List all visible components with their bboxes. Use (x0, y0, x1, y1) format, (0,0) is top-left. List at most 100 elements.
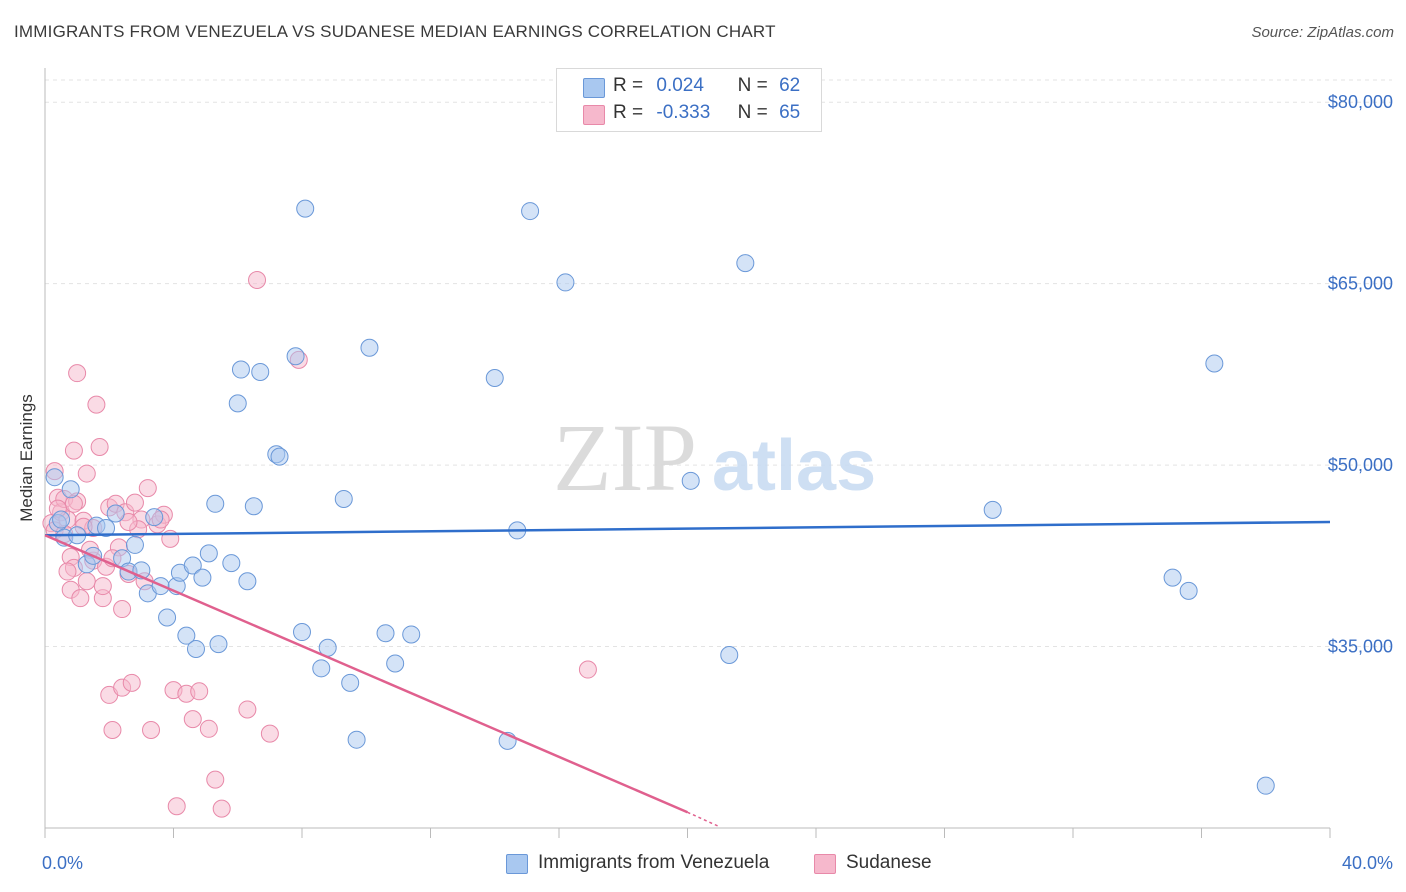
chart-title: IMMIGRANTS FROM VENEZUELA VS SUDANESE ME… (14, 22, 776, 41)
sudanese-point (212, 799, 231, 818)
bottom-legend-label: Immigrants from Venezuela (538, 852, 770, 873)
venezuela-point (45, 468, 64, 487)
venezuela-point (231, 360, 250, 379)
venezuela-point (199, 544, 218, 563)
sudanese-point (64, 441, 83, 460)
venezuela-point (106, 504, 125, 523)
sudanese-point (103, 721, 122, 740)
sudanese-point (578, 660, 597, 679)
venezuela-point (145, 508, 164, 527)
watermark-zip: ZIP (553, 404, 697, 511)
venezuela-point (1163, 568, 1182, 587)
venezuela-point (286, 347, 305, 366)
sudanese-point (199, 719, 218, 738)
legend-r-label: R = (613, 102, 644, 123)
y-axis-title: Median Earnings (17, 394, 36, 522)
venezuela-point (376, 624, 395, 643)
legend-n-label: N = (737, 102, 768, 123)
legend-n-value: 62 (779, 75, 801, 96)
sudanese-point (93, 577, 112, 596)
sudanese-point (190, 682, 209, 701)
sudanese-point (119, 512, 138, 531)
bottom-swatch-venezuela (506, 854, 528, 874)
bottom-swatch-sudanese (814, 854, 836, 874)
trend-lines (44, 520, 1331, 828)
venezuela-point (485, 369, 504, 387)
x-tick-labels: 0.0% 40.0% (42, 853, 1393, 873)
source-label: Source: ZipAtlas.com (1251, 24, 1394, 41)
venezuela-point (206, 494, 225, 513)
venezuela-point (312, 659, 331, 678)
venezuela-point (293, 623, 311, 642)
venezuela-point (228, 394, 247, 413)
venezuela-point (1205, 354, 1224, 373)
venezuela-point (983, 500, 1002, 519)
y-tick-labels: $35,000 $50,000 $65,000 $80,000 (1328, 92, 1393, 656)
venezuela-point (125, 535, 144, 554)
venezuela-point (720, 646, 739, 665)
x-tick-label: 0.0% (42, 853, 83, 873)
sudanese-point (87, 395, 106, 414)
venezuela-point (52, 510, 71, 529)
y-tick-label: $50,000 (1328, 455, 1393, 475)
venezuela-point (556, 273, 575, 292)
legend-r-value: -0.333 (656, 102, 711, 123)
series-venezuela-points (45, 199, 1275, 795)
venezuela-trend-line (44, 520, 1331, 537)
venezuela-point (238, 572, 257, 591)
y-tick-label: $80,000 (1328, 92, 1393, 112)
venezuela-point (177, 626, 196, 645)
sudanese-point (122, 673, 141, 692)
venezuela-point (183, 556, 202, 575)
venezuela-point (386, 654, 405, 673)
sudanese-point (142, 721, 161, 740)
venezuela-point (158, 608, 177, 627)
venezuela-point (681, 471, 700, 490)
legend-r-value: 0.024 (656, 75, 704, 96)
venezuela-point (186, 639, 205, 658)
sudanese-point (260, 724, 279, 743)
sudanese-point (58, 562, 77, 581)
watermark-atlas: atlas (712, 426, 876, 506)
venezuela-point (1256, 776, 1275, 795)
sudanese-point (206, 770, 225, 789)
sudanese-point (138, 479, 157, 498)
sudanese-point (238, 700, 257, 719)
legend-n-label: N = (737, 75, 768, 96)
legend-r-label: R = (613, 75, 644, 96)
legend-swatch-venezuela (583, 78, 605, 98)
sudanese-point (248, 271, 267, 290)
venezuela-point (244, 497, 263, 516)
venezuela-point (341, 673, 360, 692)
legend-row-sudanese: R = -0.333 N = 65 (583, 102, 800, 125)
venezuela-point (347, 730, 366, 749)
axes (44, 68, 1331, 838)
legend-swatch-sudanese (583, 105, 605, 125)
sudanese-point (77, 464, 96, 483)
sudanese-point (90, 437, 109, 456)
bottom-legend-sudanese: Sudanese (814, 852, 932, 874)
watermark: ZIP atlas (553, 404, 876, 511)
venezuela-point (360, 338, 379, 357)
venezuela-point (1179, 581, 1198, 600)
venezuela-point (736, 254, 755, 273)
x-tick-label: 40.0% (1342, 853, 1393, 873)
sudanese-point (183, 710, 202, 729)
venezuela-point (521, 202, 540, 221)
y-tick-label: $35,000 (1328, 637, 1393, 657)
y-tick-label: $65,000 (1328, 274, 1393, 294)
sudanese-point (68, 364, 87, 383)
legend-box: R = 0.024 N = 62 R = -0.333 N = 65 (556, 68, 822, 132)
sudanese-point (125, 493, 144, 512)
venezuela-point (193, 568, 212, 587)
venezuela-point (296, 199, 315, 218)
sudanese-point (167, 797, 186, 816)
sudanese-trend-extension (687, 811, 720, 828)
venezuela-point (97, 519, 116, 537)
venezuela-point (61, 480, 80, 499)
bottom-legend-label: Sudanese (846, 852, 932, 873)
sudanese-point (77, 572, 96, 591)
venezuela-point (209, 635, 228, 654)
venezuela-point (334, 489, 353, 508)
